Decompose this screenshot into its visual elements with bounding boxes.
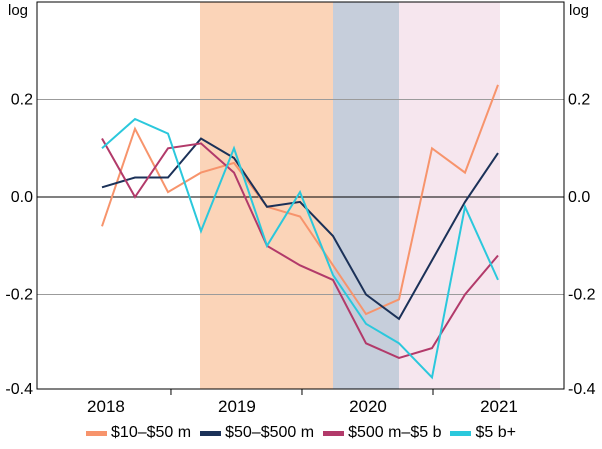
x-year-label-2018: 2018	[87, 397, 125, 416]
series-line-10-50m	[101, 84, 499, 316]
shaded-band-3	[399, 2, 500, 389]
y-tick-label-right--0.4: -0.4	[568, 381, 596, 398]
y-tick-label-right-0.2: 0.2	[568, 92, 590, 109]
x-year-label-2021: 2021	[480, 397, 518, 416]
legend-swatch-5bplus	[450, 430, 472, 436]
legend-swatch-500m-5b	[323, 430, 345, 436]
legend-label-5bplus: $5 b+	[475, 424, 516, 441]
y-tick-label-right--0.2: -0.2	[568, 287, 596, 304]
series-line-500m-5b	[101, 138, 499, 359]
legend-item-50-500m: $50–$500 m	[200, 424, 314, 442]
legend-label-500m-5b: $500 m–$5 b	[348, 424, 442, 441]
y-tick-label-left-0.2: 0.2	[11, 92, 33, 109]
y-tick-label-left--0.4: -0.4	[5, 381, 33, 398]
y-tick-label-right-0.0: 0.0	[568, 189, 590, 206]
unit-label-left: log	[8, 2, 28, 19]
legend-label-50-500m: $50–$500 m	[225, 424, 315, 441]
legend-item-5bplus: $5 b+	[450, 424, 516, 442]
series-line-5bplus	[101, 117, 499, 380]
legend-item-10-50m: $10–$50 m	[86, 424, 191, 442]
series-line-50-500m	[101, 137, 499, 321]
shaded-band-2	[333, 2, 399, 389]
legend-label-10-50m: $10–$50 m	[111, 424, 192, 441]
x-year-label-2019: 2019	[218, 397, 256, 416]
chart-legend: $10–$50 m $50–$500 m $500 m–$5 b $5 b+	[0, 424, 602, 442]
line-chart: 0.2 0.2 0.0 0.0 -0.2 -0.2 -0.4 -0.4 log log 2018 20…	[5, 1, 596, 416]
plot-frame	[36, 1, 565, 390]
unit-label-right: log	[569, 2, 589, 19]
legend-swatch-50-500m	[200, 430, 222, 436]
legend-item-500m-5b: $500 m–$5 b	[323, 424, 441, 442]
shaded-band-1	[200, 2, 333, 389]
y-tick-label-left-0.0: 0.0	[11, 189, 33, 206]
y-tick-label-left--0.2: -0.2	[5, 287, 33, 304]
legend-swatch-10-50m	[86, 430, 108, 436]
x-year-label-2020: 2020	[349, 397, 387, 416]
